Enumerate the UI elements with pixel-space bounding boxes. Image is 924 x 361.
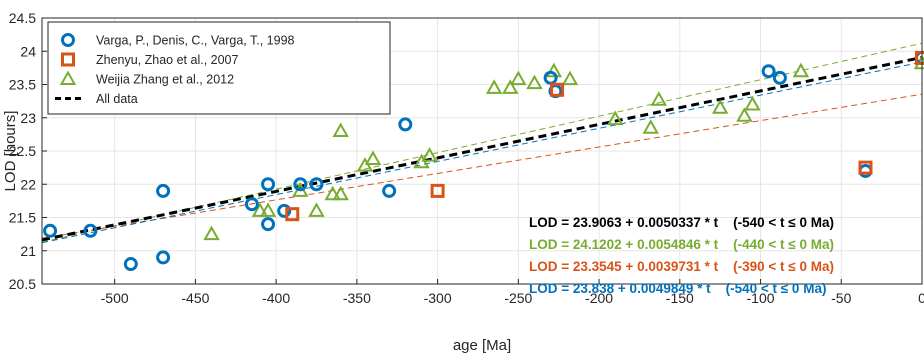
x-tick-label: -150 (666, 290, 694, 306)
y-tick-label: 24 (20, 43, 36, 59)
triangle-marker (744, 95, 761, 111)
triangle-marker (251, 202, 269, 217)
legend-label: All data (96, 92, 138, 106)
square-legend-swatch (61, 52, 75, 67)
circle-marker (277, 203, 292, 218)
fit-equation: LOD = 23.838 + 0.0049849 * t (-540 < t ≤… (529, 281, 826, 296)
triangle-marker (485, 79, 503, 94)
circle-marker (309, 177, 324, 192)
fit-equations: LOD = 23.9063 + 0.0050337 * t (-540 < t … (529, 215, 834, 296)
x-tick-label: -200 (585, 290, 613, 306)
circle-marker (83, 223, 98, 238)
circle-marker (261, 177, 276, 192)
circle-marker (293, 177, 308, 192)
triangle-marker (510, 70, 527, 86)
circle-marker (244, 197, 259, 212)
square-marker (430, 183, 445, 198)
x-tick-label: -300 (424, 290, 452, 306)
fit-line (41, 93, 923, 239)
y-tick-label: 24.5 (9, 10, 36, 26)
legend: Varga, P., Denis, C., Varga, T., 1998 Zhe… (47, 21, 391, 115)
square-marker (285, 207, 300, 222)
triangle-marker (324, 185, 341, 201)
triangle-marker (364, 150, 382, 165)
y-tick-label: 21.5 (9, 210, 36, 226)
triangle-marker (332, 122, 349, 138)
x-tick-label: -500 (101, 290, 129, 306)
y-tick-label: 23 (20, 110, 36, 126)
triangle-marker (606, 110, 624, 126)
triangle-marker (545, 62, 563, 78)
triangle-marker (650, 91, 668, 106)
x-tick-label: -400 (262, 290, 290, 306)
y-tick-label: 22.5 (9, 143, 36, 159)
circle-marker (772, 70, 787, 85)
circle-marker (543, 70, 558, 85)
circle-marker (382, 183, 397, 198)
y-axis-label: LOD [hours] (2, 111, 19, 192)
x-tick-label: 0 (918, 290, 924, 306)
triangle-marker (526, 74, 543, 90)
fit-equation: LOD = 23.3545 + 0.0039731 * t (-390 < t … (529, 259, 834, 274)
triangle-legend-swatch (59, 70, 77, 85)
y-tick-label: 21 (20, 243, 36, 259)
triangle-marker (736, 107, 753, 122)
legend-label: Zhenyu, Zhao et al., 2007 (96, 53, 239, 67)
circle-marker (261, 217, 276, 232)
triangle-marker (792, 62, 810, 78)
data-points (43, 50, 924, 272)
square-marker (858, 160, 873, 175)
x-tick-label: -100 (747, 290, 775, 306)
triangle-marker (711, 99, 729, 114)
triangle-marker (259, 202, 277, 217)
y-tick-label: 23.5 (9, 77, 36, 93)
y-tick-label: 22 (20, 176, 36, 192)
circle-marker (858, 163, 873, 178)
legend-box (47, 21, 391, 115)
circle-marker (123, 257, 138, 272)
fit-equation: LOD = 23.9063 + 0.0050337 * t (-540 < t … (529, 215, 834, 230)
legend-label: Weijia Zhang et al., 2012 (96, 73, 234, 87)
x-tick-label: -50 (831, 290, 851, 306)
x-tick-label: -450 (181, 290, 209, 306)
triangle-marker (203, 225, 220, 241)
circle-legend-swatch (61, 33, 75, 47)
y-tick-label: 20.5 (9, 276, 36, 292)
triangle-marker (332, 185, 349, 201)
triangle-marker (502, 79, 519, 94)
circle-marker (156, 183, 171, 198)
triangle-marker (308, 202, 325, 217)
x-axis-label: age [Ma] (453, 337, 511, 354)
circle-marker (398, 117, 413, 132)
x-tick-label: -350 (343, 290, 371, 306)
triangle-marker (421, 147, 438, 162)
square-marker (550, 82, 565, 97)
circle-marker (156, 250, 171, 265)
legend-label: Varga, P., Denis, C., Varga, T., 1998 (96, 34, 295, 48)
fit-equation: LOD = 24.1202 + 0.0054846 * t (-440 < t … (529, 237, 834, 252)
triangle-marker (561, 70, 579, 86)
x-tick-label: -250 (504, 290, 532, 306)
circle-marker (761, 64, 776, 79)
fit-line (41, 56, 923, 242)
axis-ticks: -500 -450 -400 -350 -300 -250 -200 -150 -100 -50 0… (9, 10, 924, 306)
triangle-marker (642, 119, 659, 134)
circle-marker (43, 223, 58, 238)
